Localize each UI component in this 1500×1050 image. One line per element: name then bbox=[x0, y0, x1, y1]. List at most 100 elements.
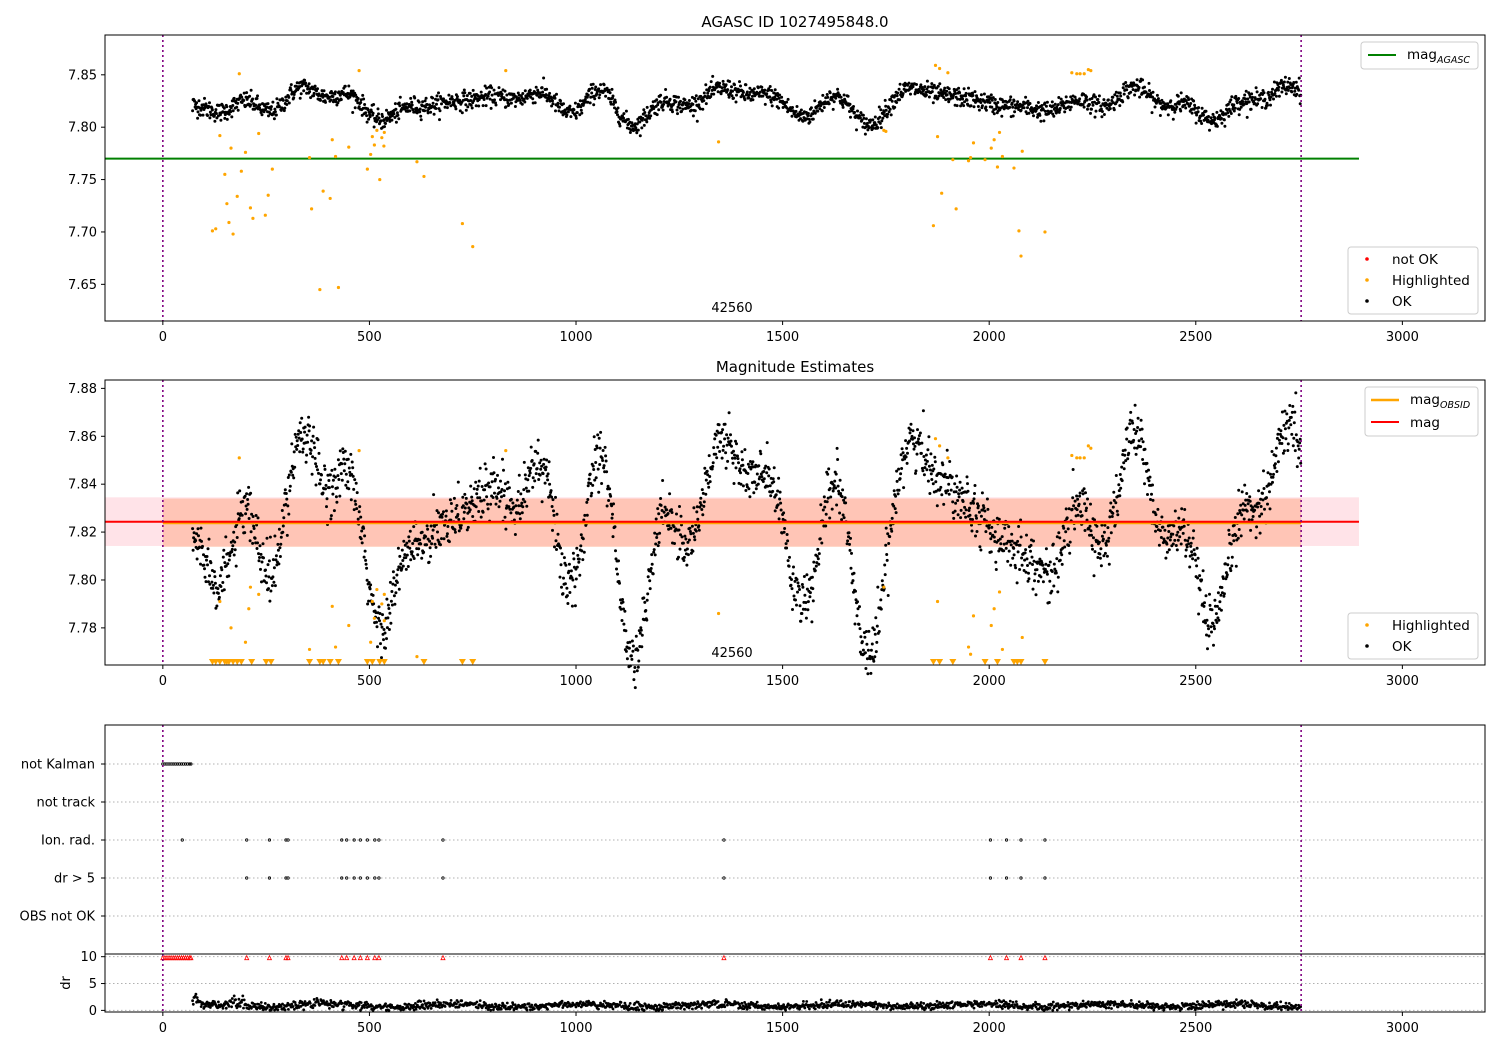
ok-point bbox=[1031, 587, 1035, 591]
ok-point bbox=[604, 94, 608, 98]
ok-point bbox=[873, 632, 877, 636]
below-range-marker bbox=[326, 659, 334, 665]
ok-point bbox=[721, 79, 725, 83]
ok-point bbox=[939, 485, 943, 489]
ok-point bbox=[1106, 539, 1110, 543]
ok-point bbox=[1109, 531, 1113, 535]
ok-point bbox=[458, 98, 462, 102]
ok-point bbox=[943, 86, 947, 90]
ok-point bbox=[1287, 426, 1291, 430]
magnitude-xtick-label: 2000 bbox=[973, 674, 1006, 689]
ok-point bbox=[771, 489, 775, 493]
ok-point bbox=[562, 102, 565, 106]
ok-point bbox=[1099, 564, 1103, 568]
ok-point bbox=[931, 482, 935, 486]
ok-point bbox=[221, 555, 225, 559]
ok-point bbox=[887, 542, 891, 545]
ok-point bbox=[902, 486, 906, 490]
ok-point bbox=[1017, 525, 1021, 528]
below-range-marker bbox=[929, 659, 937, 665]
ok-point bbox=[1230, 95, 1234, 99]
dr-point bbox=[195, 996, 199, 999]
ok-point bbox=[887, 110, 891, 114]
ok-point bbox=[408, 546, 412, 550]
ok-point bbox=[461, 495, 465, 499]
highlighted-point bbox=[946, 71, 950, 75]
ok-point bbox=[237, 517, 241, 521]
ok-point bbox=[526, 466, 530, 470]
highlighted-point bbox=[372, 616, 376, 620]
ok-point bbox=[932, 467, 936, 471]
highlighted-point bbox=[1086, 67, 1090, 72]
ok-point bbox=[1280, 90, 1284, 94]
ok-point bbox=[499, 98, 502, 102]
ok-point bbox=[712, 92, 716, 96]
ok-point bbox=[691, 114, 695, 118]
ok-point bbox=[1238, 107, 1242, 111]
ok-point bbox=[971, 91, 974, 95]
ok-point bbox=[661, 479, 665, 482]
ok-point bbox=[816, 547, 820, 551]
dr-point bbox=[311, 1006, 315, 1010]
ok-point bbox=[864, 125, 868, 129]
highlighted-point bbox=[307, 647, 312, 652]
ok-point bbox=[729, 433, 732, 437]
highlighted-point bbox=[257, 592, 261, 596]
ok-point bbox=[616, 572, 619, 576]
ok-point bbox=[983, 100, 987, 104]
ok-point bbox=[659, 503, 663, 507]
ok-point bbox=[609, 494, 613, 498]
ok-point bbox=[1213, 598, 1217, 602]
ok-point bbox=[823, 505, 827, 509]
ok-point bbox=[202, 553, 205, 557]
ok-point bbox=[901, 451, 905, 455]
ok-point bbox=[989, 550, 993, 554]
ok-point bbox=[779, 501, 783, 505]
ok-point bbox=[1069, 95, 1073, 99]
ok-point bbox=[1286, 80, 1290, 84]
ok-point bbox=[590, 91, 594, 95]
ok-point bbox=[623, 609, 627, 613]
ok-point bbox=[965, 98, 969, 102]
ok-point bbox=[655, 113, 659, 117]
ok-point bbox=[831, 489, 835, 493]
ok-point bbox=[691, 102, 695, 106]
ok-point bbox=[450, 509, 454, 513]
ok-point bbox=[331, 95, 335, 98]
ok-point bbox=[973, 492, 976, 495]
below-range-marker bbox=[420, 659, 428, 665]
ok-point bbox=[277, 527, 281, 531]
ok-point bbox=[206, 563, 209, 567]
ok-point bbox=[656, 544, 660, 548]
ok-point bbox=[1143, 85, 1146, 89]
ok-point bbox=[1090, 533, 1093, 537]
ok-point bbox=[875, 640, 879, 644]
ok-point bbox=[329, 517, 333, 521]
ok-point bbox=[478, 466, 482, 470]
ok-point bbox=[1235, 101, 1239, 105]
ok-point bbox=[851, 107, 855, 111]
ok-point bbox=[595, 446, 599, 450]
ok-point bbox=[546, 472, 550, 476]
ok-point bbox=[825, 93, 829, 96]
highlighted-point bbox=[370, 599, 374, 604]
ok-point bbox=[1281, 436, 1285, 440]
ok-point bbox=[958, 480, 962, 484]
ok-point bbox=[464, 496, 468, 500]
ok-point bbox=[1062, 526, 1066, 530]
ok-point bbox=[681, 107, 685, 111]
ok-point bbox=[1148, 89, 1151, 92]
ok-point bbox=[768, 484, 772, 488]
highlighted-point bbox=[1078, 72, 1082, 76]
ok-point bbox=[520, 96, 524, 100]
ok-point bbox=[882, 110, 886, 114]
ok-point bbox=[704, 83, 708, 87]
ok-point bbox=[1210, 608, 1214, 612]
ok-point bbox=[685, 563, 689, 567]
ok-point bbox=[410, 100, 414, 104]
ok-point bbox=[860, 640, 864, 644]
ok-point bbox=[396, 113, 400, 117]
dr-point bbox=[302, 1008, 306, 1012]
ok-point bbox=[693, 109, 697, 113]
ok-point bbox=[440, 515, 444, 519]
